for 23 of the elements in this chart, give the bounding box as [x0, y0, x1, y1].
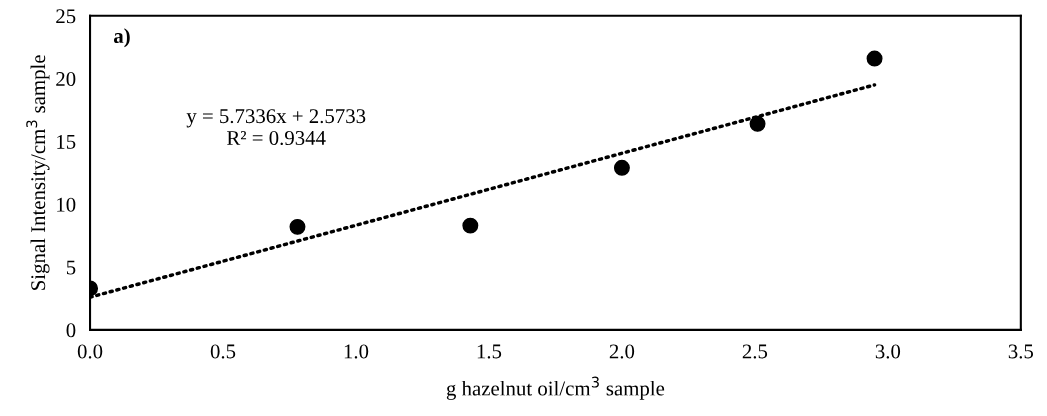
x-tick-label: 0.0 — [77, 344, 103, 359]
point — [613, 159, 630, 176]
y-axis-title: Signal Intensity/cm$^{3}$ sample — [26, 55, 50, 290]
x-tick-label: 3.5 — [1008, 344, 1034, 359]
x-tick-label: 1.0 — [344, 344, 369, 359]
point — [749, 115, 766, 132]
x-tick-label: 2.5 — [742, 344, 768, 359]
y-tick-label: 5 — [66, 260, 76, 275]
y-tick-label: 10 — [57, 197, 76, 212]
y-tick-label: 25 — [56, 9, 76, 24]
point — [289, 218, 306, 235]
point — [866, 50, 883, 67]
x-tick-label: 0.5 — [210, 344, 236, 359]
y-tick-label: 20 — [56, 72, 76, 87]
annotation: y = 5.7336x + 2.5733 R² = 0.9344 — [186, 109, 366, 146]
y-tick-label: 15 — [57, 134, 76, 149]
annotation: a) — [113, 28, 130, 48]
x-tick-label: 1.5 — [477, 344, 502, 359]
y-tick-label: 0 — [66, 323, 76, 338]
x-tick-label: 3.0 — [875, 344, 901, 359]
x-tick-label: 2.0 — [609, 344, 635, 359]
point — [462, 217, 479, 234]
x-axis-title: g hazelnut oil/cm$^{3}$ sample — [446, 376, 665, 400]
